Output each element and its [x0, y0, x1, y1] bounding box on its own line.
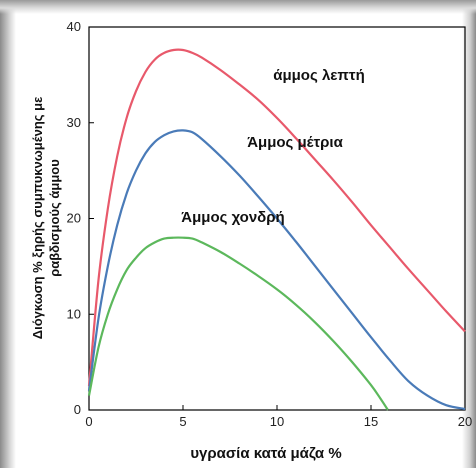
annotation-medium-sand: Άμμος μέτρια [247, 134, 343, 151]
y-tick-label: 40 [67, 19, 81, 34]
series-line-medium-sand [87, 129, 466, 411]
annotation-fine-sand: άμμος λεπτή [273, 67, 365, 84]
x-tick-label: 20 [458, 414, 472, 429]
y-axis-title-line-1: Διόγκωση % ξηρής συμπυκνωμένης με [30, 97, 45, 340]
y-tick-label: 0 [74, 402, 81, 417]
x-tick-label: 0 [85, 414, 92, 429]
y-tick-label: 10 [67, 306, 81, 321]
series-line-fine-sand [87, 48, 466, 387]
y-axis-title: Διόγκωση % ξηρής συμπυκνωμένης με ραβδισ… [30, 97, 62, 340]
series-line-coarse-sand [87, 236, 389, 411]
annotation-coarse-sand: Άμμος χονδρή [181, 209, 284, 226]
y-tick-label: 30 [67, 115, 81, 130]
x-tick-label: 15 [364, 414, 378, 429]
x-tick-label: 10 [270, 414, 284, 429]
plot-area: 0 5 10 15 20 0 10 20 30 40 άμμος λεπτή Άμμος μέτρια… [67, 19, 473, 429]
y-tick-label: 20 [67, 211, 81, 226]
y-axis-title-line-2: ραβδισμούς άμμου [47, 159, 62, 277]
x-tick-label: 5 [179, 414, 186, 429]
x-axis-title: υγρασία κατά μάζα % [190, 445, 341, 462]
